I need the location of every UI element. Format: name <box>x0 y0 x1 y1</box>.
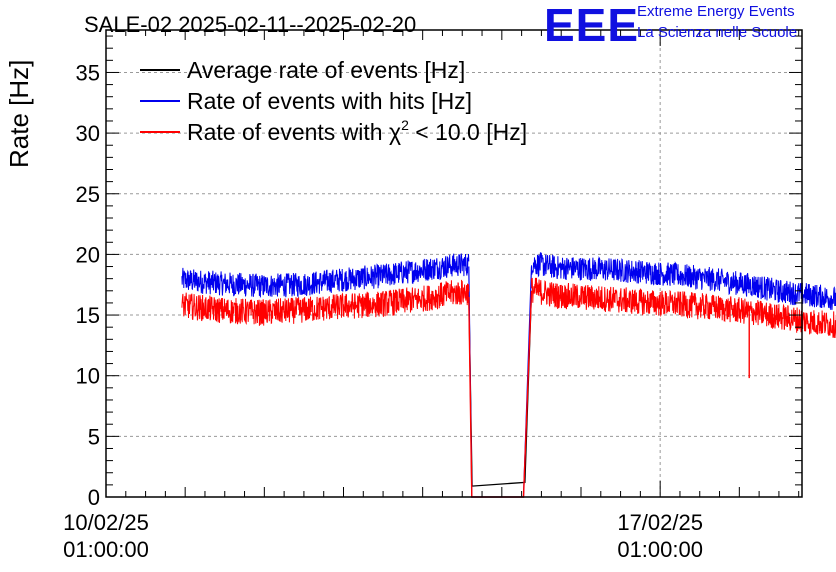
series-chi2-gap <box>468 290 533 498</box>
series-chi2-line <box>181 279 470 326</box>
series-hits-gap <box>468 266 533 498</box>
y-tick-label: 25 <box>76 182 100 207</box>
x-tick-label-time: 01:00:00 <box>617 537 703 562</box>
data-series <box>181 251 836 498</box>
y-tick-label: 20 <box>76 242 100 267</box>
chart-title: SALE-02 2025-02-11--2025-02-20 <box>84 12 416 37</box>
x-tick-label-date: 10/02/25 <box>63 510 149 535</box>
logo-line-2: La Scienza nelle Scuole <box>637 24 798 41</box>
axes: 0510152025303510/02/2501:00:0017/02/2501… <box>63 29 803 562</box>
eee-logo: EEE <box>544 0 640 51</box>
x-tick-label-time: 01:00:00 <box>63 537 149 562</box>
y-tick-label: 35 <box>76 60 100 85</box>
series-average-line <box>468 290 533 487</box>
plot-frame <box>105 29 803 498</box>
x-tick-label-date: 17/02/25 <box>617 510 703 535</box>
series-hits-line <box>181 253 470 299</box>
legend: Average rate of events [Hz] Rate of event… <box>140 57 527 145</box>
y-tick-label: 5 <box>88 424 100 449</box>
y-tick-label: 30 <box>76 121 100 146</box>
y-axis-label: Rate [Hz] <box>4 60 34 168</box>
legend-label-chi2: Rate of events with χ2 < 10.0 [Hz] <box>187 117 527 145</box>
legend-label-average: Average rate of events [Hz] <box>187 57 465 83</box>
y-tick-label: 0 <box>88 485 100 510</box>
y-tick-label: 10 <box>76 364 100 389</box>
series-chi2-line <box>531 277 836 339</box>
logo-line-1: Extreme Energy Events <box>637 3 795 20</box>
series-hits-line <box>531 251 836 310</box>
legend-label-hits: Rate of events with hits [Hz] <box>187 88 472 114</box>
y-tick-label: 15 <box>76 303 100 328</box>
